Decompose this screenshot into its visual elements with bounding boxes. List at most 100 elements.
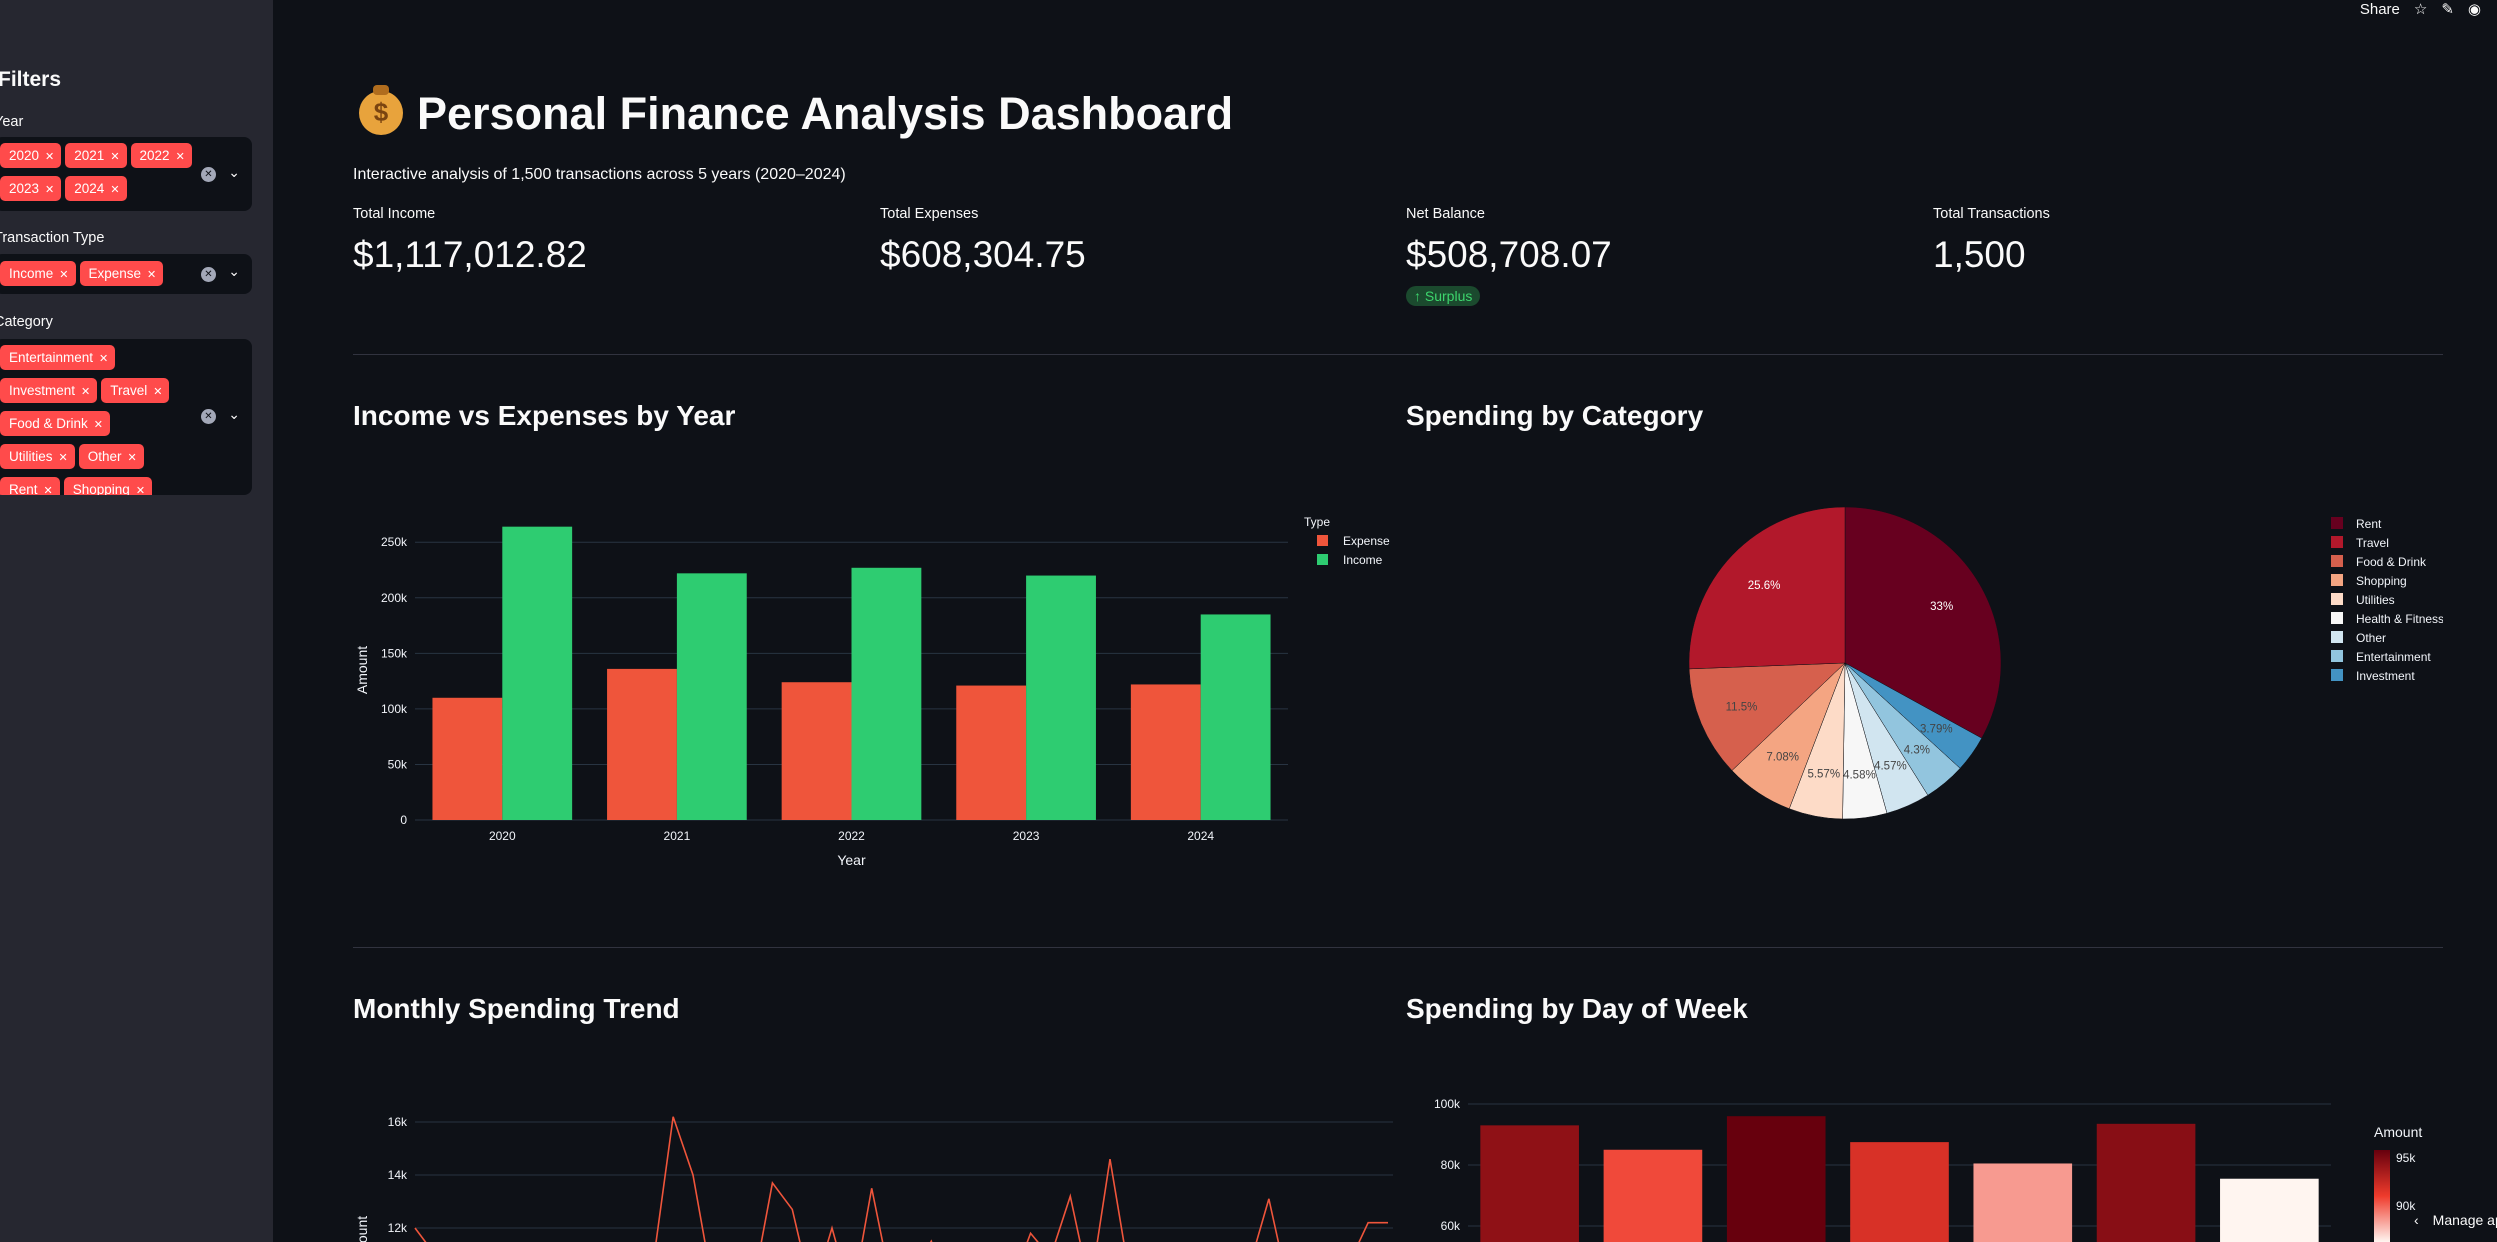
type-tag[interactable]: Expense ✕	[79, 261, 164, 286]
clear-all-icon[interactable]: ✕	[201, 167, 216, 182]
manage-app-button[interactable]: ‹Manage app	[2400, 1212, 2497, 1242]
remove-tag-icon[interactable]: ✕	[45, 184, 55, 196]
remove-tag-icon[interactable]: ✕	[135, 485, 146, 495]
bar-expense	[432, 697, 503, 820]
legend-swatch	[2331, 574, 2343, 586]
category-tag[interactable]: Other ✕	[78, 444, 144, 469]
monthly-trend-chart[interactable]: 12k 14k 16k Amount	[353, 1090, 1393, 1242]
bar-expense	[607, 668, 677, 820]
x-tick-label: 2021	[664, 829, 691, 843]
metric-label: Total Transactions	[1933, 206, 2050, 222]
year-multiselect[interactable]: 2020 ✕ 2021 ✕ 2022 ✕ 2023 ✕ 2024 ✕ ✕ ⌄	[0, 137, 252, 211]
chevron-down-icon[interactable]: ⌄	[228, 263, 240, 279]
remove-tag-icon[interactable]: ✕	[110, 151, 120, 163]
remove-tag-icon[interactable]: ✕	[99, 353, 109, 365]
category-tag[interactable]: Investment ✕	[0, 378, 98, 403]
pie-slice-label: 3.79%	[1920, 723, 1953, 735]
pencil-icon[interactable]: ✎	[2441, 1, 2454, 18]
star-icon[interactable]: ☆	[2413, 1, 2428, 18]
legend-swatch	[1317, 554, 1328, 565]
divider	[353, 947, 2443, 948]
section-title-income-expenses: Income vs Expenses by Year	[353, 400, 736, 431]
category-pie-chart[interactable]: 33% 3.79% 4.3% 4.57%4.58%5.57% 7.08% 11.5% 25.…	[1406, 500, 2443, 860]
category-tag[interactable]: Rent ✕	[0, 477, 60, 495]
legend-entry: Utilities	[2356, 593, 2395, 607]
y-tick-label: 16k	[388, 1115, 408, 1129]
remove-tag-icon[interactable]: ✕	[153, 386, 163, 398]
legend-entry: Food & Drink	[2356, 555, 2427, 569]
remove-tag-icon[interactable]: ✕	[45, 151, 55, 163]
type-multiselect[interactable]: Income ✕ Expense ✕ ✕ ⌄	[0, 254, 252, 294]
chevron-down-icon[interactable]: ⌄	[228, 406, 240, 422]
money-bag-icon	[359, 85, 403, 135]
page-title: Personal Finance Analysis Dashboard	[359, 85, 1233, 140]
year-tag[interactable]: 2022 ✕	[130, 143, 192, 168]
remove-tag-icon[interactable]: ✕	[59, 269, 69, 281]
metric-label: Total Income	[353, 206, 436, 222]
legend-swatch	[2331, 650, 2343, 662]
category-filter-label: Category	[0, 314, 53, 330]
year-tag[interactable]: 2024 ✕	[65, 176, 127, 201]
pie-slice	[1688, 662, 1846, 771]
remove-tag-icon[interactable]: ✕	[58, 452, 68, 464]
category-tag[interactable]: Entertainment ✕	[0, 345, 116, 370]
category-tag[interactable]: Shopping ✕	[63, 477, 153, 495]
section-title-monthly-trend: Monthly Spending Trend	[353, 993, 680, 1024]
category-tags: Entertainment ✕ Investment ✕ Travel ✕ Food & D…	[0, 345, 175, 495]
github-icon[interactable]: ◉	[2467, 1, 2481, 18]
colorbar-tick: 95k	[2396, 1151, 2416, 1165]
remove-tag-icon[interactable]: ✕	[110, 184, 120, 196]
metric-label: Total Expenses	[880, 206, 979, 222]
divider	[353, 354, 2443, 355]
pie-slice-label: 25.6%	[1748, 580, 1781, 592]
sidebar-heading: Filters	[0, 68, 62, 91]
legend-swatch	[2331, 536, 2343, 548]
pie-slice	[1688, 506, 1846, 670]
year-tags: 2020 ✕ 2021 ✕ 2022 ✕ 2023 ✕ 2024 ✕	[0, 143, 200, 209]
sidebar: Filters Year 2020✕2021✕2022✕ 2023✕2024✕ ✕…	[0, 0, 273, 1242]
clear-all-icon[interactable]: ✕	[201, 409, 216, 424]
legend-title: Type	[1304, 515, 1330, 529]
colorbar-title: Amount	[2374, 1124, 2422, 1140]
y-axis-label: Amount	[354, 646, 370, 694]
surplus-badge: ↑ Surplus	[1406, 286, 1481, 306]
year-tag[interactable]: 2020 ✕	[0, 143, 62, 168]
legend-swatch	[2331, 631, 2343, 643]
year-tag[interactable]: 2023 ✕	[0, 176, 62, 201]
category-tag[interactable]: Food & Drink ✕	[0, 411, 110, 436]
bar-expense	[781, 682, 852, 820]
clear-all-icon[interactable]: ✕	[201, 267, 216, 282]
type-tags: Income ✕ Expense ✕	[0, 261, 200, 294]
section-title-day-of-week: Spending by Day of Week	[1406, 993, 1748, 1024]
legend-entry: Entertainment	[2356, 650, 2431, 664]
remove-tag-icon[interactable]: ✕	[147, 269, 157, 281]
year-filter-label: Year	[0, 114, 24, 130]
legend-swatch	[2331, 517, 2343, 529]
pie-slice-label: 7.08%	[1766, 751, 1799, 763]
income-expenses-chart[interactable]: 0 50k 100k 150k 200k 250k 2020 2021 2022 2023 2024…	[353, 500, 1393, 880]
day-of-week-chart[interactable]: 60k 80k 100k Amount 95k 90k	[1406, 1090, 2443, 1242]
category-tag[interactable]: Utilities ✕	[0, 444, 75, 469]
share-button[interactable]: Share	[2359, 0, 2400, 18]
metric-net-balance: Net Balance $508,708.07 ↑ Surplus	[1406, 206, 1906, 306]
metric-total-expenses: Total Expenses $608,304.75	[880, 206, 1380, 276]
category-multiselect[interactable]: Entertainment ✕ Investment ✕ Travel ✕ Food & D…	[0, 339, 252, 495]
remove-tag-icon[interactable]: ✕	[93, 419, 103, 431]
legend-entry: Other	[2356, 631, 2386, 645]
y-tick-label: 0	[400, 813, 407, 827]
remove-tag-icon[interactable]: ✕	[127, 452, 137, 464]
type-filter-label: Transaction Type	[0, 230, 105, 246]
remove-tag-icon[interactable]: ✕	[175, 151, 185, 163]
legend-entry: Travel	[2356, 536, 2389, 550]
metric-total-transactions: Total Transactions 1,500	[1933, 206, 2433, 276]
pie-slice-label: 4.57%	[1874, 761, 1907, 773]
pie-slice	[1844, 506, 2002, 739]
category-tag[interactable]: Travel ✕	[101, 378, 170, 403]
remove-tag-icon[interactable]: ✕	[81, 386, 91, 398]
remove-tag-icon[interactable]: ✕	[43, 485, 53, 495]
year-tag[interactable]: 2021 ✕	[65, 143, 127, 168]
legend-entry: Rent	[2356, 517, 2382, 531]
chevron-down-icon[interactable]: ⌄	[228, 164, 240, 180]
x-tick-label: 2023	[1013, 829, 1040, 843]
type-tag[interactable]: Income ✕	[0, 261, 76, 286]
